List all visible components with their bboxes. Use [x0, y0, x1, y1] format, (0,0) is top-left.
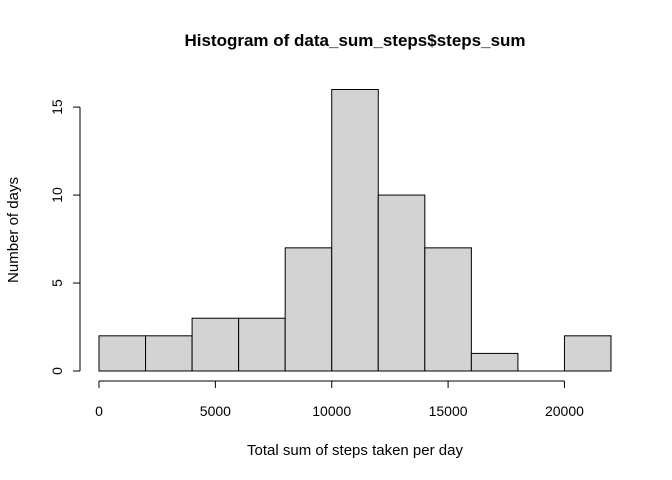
- x-axis-label: Total sum of steps taken per day: [247, 442, 463, 459]
- x-tick-label-3: 15000: [429, 403, 468, 419]
- histogram-bar-0: [98, 335, 147, 372]
- histogram-bar-2: [191, 317, 240, 372]
- x-tick-label-1: 5000: [200, 403, 231, 419]
- histogram-bar-1: [145, 335, 193, 372]
- histogram-bar-3: [238, 317, 286, 372]
- y-tick-label-3: 15: [49, 99, 65, 115]
- histogram-bar-5: [331, 89, 379, 372]
- x-tick-label-4: 20000: [545, 403, 584, 419]
- y-tick-label-1: 5: [49, 279, 65, 287]
- histogram-bar-8: [470, 352, 519, 372]
- histogram-bar-7: [424, 247, 472, 372]
- x-tick-label-2: 10000: [312, 403, 351, 419]
- histogram-bar-10: [563, 335, 612, 372]
- histogram-bar-6: [377, 194, 426, 372]
- x-axis: 0 5000 10000 15000 20000: [95, 380, 584, 419]
- x-tick-label-0: 0: [95, 403, 103, 419]
- y-axis-label: Number of days: [5, 177, 22, 283]
- y-axis: 0 5 10 15: [49, 99, 81, 375]
- histogram-bar-4: [284, 247, 333, 372]
- y-tick-label-2: 10: [49, 187, 65, 203]
- y-tick-label-0: 0: [49, 367, 65, 375]
- chart-title: Histogram of data_sum_steps$steps_sum: [184, 31, 525, 50]
- bars-group: [98, 89, 612, 372]
